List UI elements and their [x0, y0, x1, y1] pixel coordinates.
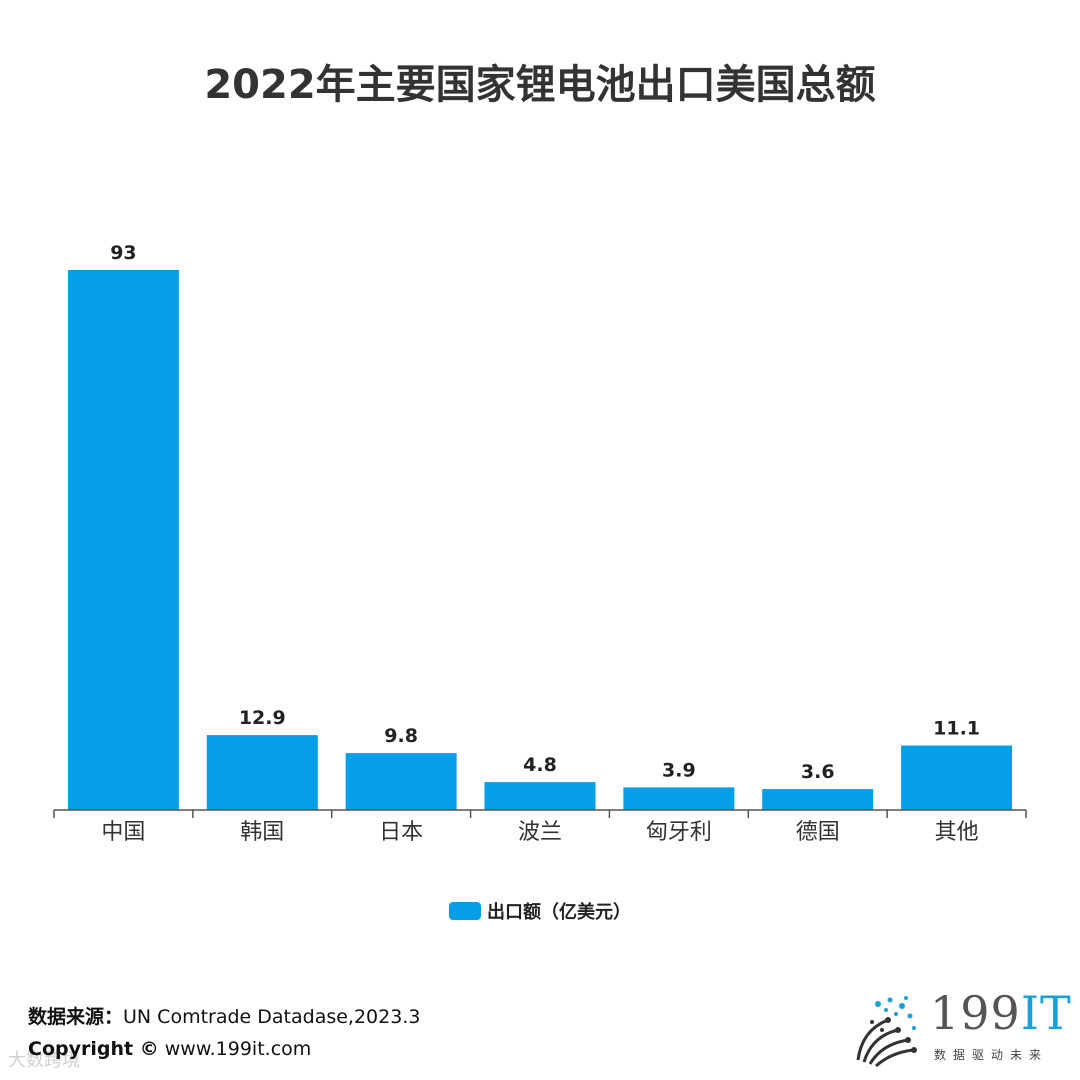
- category-label-6: 其他: [935, 820, 979, 845]
- source-value: UN Comtrade Datadase,2023.3: [123, 1006, 421, 1028]
- bars-group: [67, 270, 1013, 810]
- category-label-5: 德国: [796, 820, 840, 845]
- logo-text-accent: IT: [1020, 986, 1072, 1040]
- bar-6: [901, 745, 1013, 810]
- bar-4: [623, 787, 735, 810]
- logo-text-main: 199: [930, 986, 1021, 1040]
- legend-swatch: [449, 902, 481, 920]
- bar-2: [345, 753, 457, 810]
- category-labels-group: 中国 韩国 日本 波兰 匈牙利 德国 其他: [101, 820, 978, 845]
- value-label-1: 12.9: [239, 707, 286, 729]
- value-label-2: 9.8: [384, 725, 418, 747]
- value-label-3: 4.8: [523, 754, 557, 776]
- x-axis-ticks: [53, 810, 1027, 818]
- value-labels-group: 93 12.9 9.8 4.8 3.9 3.6 11.1: [110, 242, 980, 783]
- data-source: 数据来源：UN Comtrade Datadase,2023.3: [28, 1002, 420, 1029]
- copyright: Copyright © www.199it.com: [28, 1038, 311, 1060]
- value-label-0: 93: [110, 242, 136, 264]
- category-label-1: 韩国: [240, 820, 284, 845]
- copyright-label: Copyright ©: [28, 1038, 159, 1060]
- source-label: 数据来源：: [28, 1006, 124, 1028]
- legend-label: 出口额（亿美元）: [487, 902, 631, 923]
- logo-icon: [856, 996, 917, 1068]
- logo-text: 199IT: [930, 990, 1072, 1036]
- copyright-url: www.199it.com: [164, 1038, 312, 1060]
- bar-3: [484, 782, 596, 810]
- legend: 出口额（亿美元）: [0, 898, 1080, 924]
- bar-5: [762, 789, 874, 810]
- bar-0: [67, 270, 179, 810]
- watermark: 大数跨境: [8, 1050, 80, 1071]
- chart-title: 2022年主要国家锂电池出口美国总额: [204, 62, 876, 108]
- category-label-2: 日本: [379, 820, 423, 845]
- value-label-6: 11.1: [933, 718, 980, 740]
- bar-1: [206, 735, 318, 810]
- logo-tagline: 数据驱动未来: [934, 1048, 1049, 1062]
- category-label-3: 波兰: [518, 820, 562, 845]
- value-label-5: 3.6: [801, 761, 835, 783]
- bar-chart: 93 12.9 9.8 4.8 3.9 3.6 11.1 中国 韩国 日本 波兰 匈牙利 德国 其他: [53, 242, 1027, 845]
- category-label-4: 匈牙利: [646, 820, 712, 845]
- value-label-4: 3.9: [662, 759, 696, 781]
- category-label-0: 中国: [101, 820, 145, 845]
